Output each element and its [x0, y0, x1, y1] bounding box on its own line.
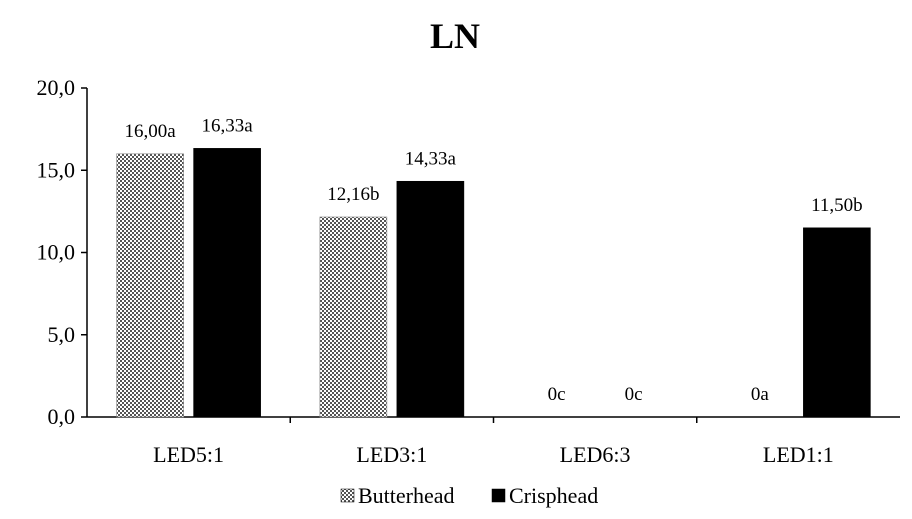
axes: 0,0 5,0 10,0 15,0 20,0 LED5:1 LED3:1 LED6:3 LED1…: [37, 75, 900, 467]
x-tick-label: LED3:1: [356, 442, 427, 467]
legend-swatch-crisphead: [491, 488, 506, 503]
y-tick-label: 0,0: [48, 404, 76, 429]
data-label: 0a: [751, 384, 770, 405]
legend-label-crisphead: Crisphead: [509, 483, 598, 508]
bar-crisphead: [803, 227, 871, 418]
y-tick-label: 20,0: [37, 75, 76, 100]
data-label: 14,33a: [405, 148, 457, 169]
bars: [116, 148, 871, 418]
data-label: 0c: [548, 384, 566, 405]
data-label: 12,16b: [327, 184, 379, 205]
data-label: 16,33a: [202, 115, 254, 136]
y-tick-label: 5,0: [48, 322, 76, 347]
data-label: 0c: [625, 384, 643, 405]
data-label: 16,00a: [125, 121, 177, 142]
y-tick-label: 10,0: [37, 240, 76, 265]
bar-crisphead: [193, 148, 261, 418]
x-tick-label: LED1:1: [763, 442, 834, 467]
legend-swatch-butterhead: [340, 488, 355, 503]
legend: Butterhead Crisphead: [340, 483, 598, 508]
y-tick-label: 15,0: [37, 157, 76, 182]
data-labels: 16,00a 16,33a 12,16b 14,33a 0c 0c 0a 11,50b: [125, 115, 863, 405]
bar-butterhead: [319, 216, 388, 418]
bar-butterhead: [116, 153, 184, 418]
legend-label-butterhead: Butterhead: [358, 483, 455, 508]
chart-title: LN: [430, 16, 480, 56]
bar-crisphead: [396, 180, 465, 418]
x-tick-label: LED5:1: [153, 442, 224, 467]
data-label: 11,50b: [811, 195, 863, 216]
x-tick-label: LED6:3: [560, 442, 631, 467]
